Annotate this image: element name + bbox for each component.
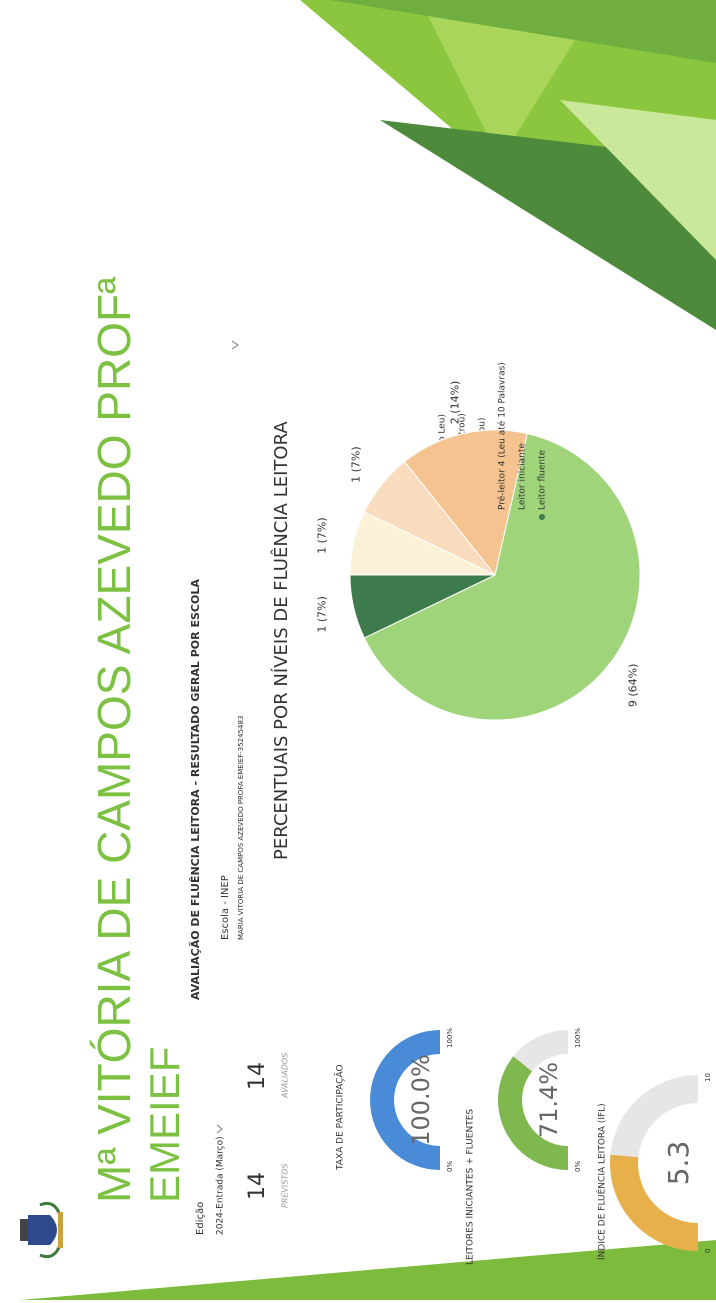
gauge-value	[370, 1030, 440, 1170]
kpi-value: 14	[245, 1062, 270, 1090]
chart-title: PERCENTUAIS POR NÍVEIS DE FLUÊNCIA LEITO…	[270, 421, 292, 860]
gauge-range-label: 100%	[574, 1028, 582, 1048]
filter-value[interactable]: 2024-Entrada (Março)	[216, 1136, 226, 1235]
dropdown-icon[interactable]	[231, 340, 239, 350]
pie-slice	[403, 429, 528, 577]
gauge-value-label: 71.4%	[535, 1062, 563, 1138]
legend-label: Leitor iniciante	[518, 443, 528, 510]
legend-marker	[499, 514, 505, 520]
gauge-range-label: 100%	[446, 1028, 454, 1048]
kpi-value: 14	[245, 1172, 270, 1200]
kpi-label: AVALIADOS	[281, 1053, 290, 1099]
subtitle: EMEIEF	[141, 1047, 188, 1203]
gauge-value-label: 5.3	[662, 1141, 695, 1186]
dropdown-icon[interactable]	[216, 1124, 223, 1134]
kpi-label: PREVISTOS	[281, 1163, 290, 1208]
gauge-title: LEITORES INICIANTES + FLUENTES	[466, 1109, 476, 1265]
gauge-range-label: 0	[704, 1249, 712, 1253]
gauge-value-label: 100.0%	[407, 1054, 435, 1146]
legend-marker	[539, 514, 545, 520]
legend-marker	[519, 514, 525, 520]
decor	[420, 0, 600, 160]
gauge-range-label: 0%	[574, 1161, 582, 1172]
report-title: AVALIAÇÃO DE FLUÊNCIA LEITORA - RESULTAD…	[189, 579, 202, 1000]
gauge-title: TAXA DE PARTICIPAÇÃO	[335, 1064, 346, 1171]
logo	[20, 1201, 63, 1259]
data-label: 1 (7%)	[350, 446, 363, 483]
decor	[330, 0, 716, 63]
filter-value[interactable]: MARIA VITORIA DE CAMPOS AZEVEDO PROFA EM…	[237, 716, 245, 940]
title: Mª VITÓRIA DE CAMPOS AZEVEDO PROFª	[88, 276, 140, 1203]
decor	[20, 1240, 716, 1300]
gauge-range-label: 0%	[446, 1161, 454, 1172]
decor	[560, 100, 716, 260]
legend-label: Leitor fluente	[538, 449, 548, 510]
gauge-value	[498, 1056, 568, 1170]
gauge-value	[610, 1154, 698, 1251]
pie-slice	[349, 574, 496, 639]
data-label: 2 (14%)	[449, 381, 462, 425]
filter-label: Edição	[195, 1202, 206, 1235]
filter-label: Escola - INEP	[220, 875, 231, 940]
data-label: 1 (7%)	[315, 517, 328, 554]
gauge-range-label: 10	[704, 1073, 712, 1082]
data-label: 1 (7%)	[315, 596, 328, 633]
gauge-title: ÍNDICE DE FLUÊNCIA LEITORA (IFL)	[596, 1103, 608, 1260]
data-label: 9 (64%)	[626, 664, 639, 708]
legend-label: Pré-leitor 4 (Leu até 10 Palavras)	[497, 362, 508, 510]
pie-slice	[363, 433, 641, 721]
